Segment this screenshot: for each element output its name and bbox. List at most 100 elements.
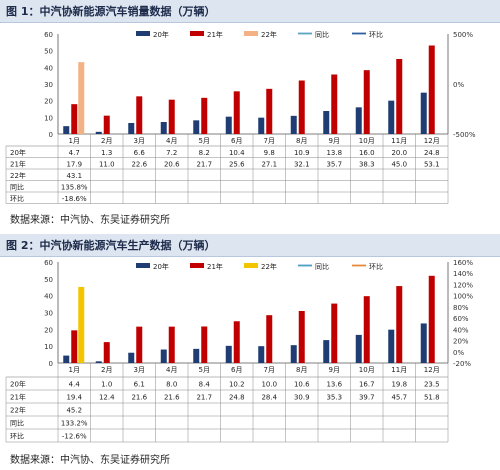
table-cell: 4.4 — [69, 381, 81, 389]
production-chart: 0 10 20 30 40 50 60 160% 140% 120% 100% 80% 60% 40% 20… — [5, 259, 473, 443]
bar-20年 — [323, 340, 330, 363]
y2-tick-label: -20% — [453, 360, 471, 368]
y-tick-label: 20 — [44, 326, 53, 334]
bar-21年 — [71, 330, 78, 363]
table-cell: 17.9 — [66, 160, 82, 168]
bar-20年 — [95, 131, 102, 134]
bar-20年 — [355, 334, 362, 363]
table-cell: 45.7 — [391, 394, 407, 402]
table-cell: 24.8 — [424, 149, 440, 157]
bar-20年 — [258, 117, 265, 134]
x-tick-label: 5月 — [199, 366, 210, 374]
bar-21年 — [201, 97, 208, 134]
bar-20年 — [258, 346, 265, 363]
y2-tick-label: -500% — [453, 131, 476, 139]
y-tick-label: 40 — [44, 293, 53, 301]
bar-21年 — [103, 342, 110, 363]
table-row-header: 同比 — [10, 419, 24, 428]
table-cell: 8.4 — [199, 381, 211, 389]
legend-label: 20年 — [153, 262, 169, 271]
table-row-header: 环比 — [10, 432, 24, 441]
table-cell: 21.7 — [196, 394, 212, 402]
table-cell: 7.2 — [166, 149, 177, 157]
legend-label: 20年 — [153, 30, 169, 39]
table-cell: 10.0 — [261, 381, 277, 389]
x-tick-label: 1月 — [69, 366, 80, 374]
y2-tick-label: 100% — [453, 293, 473, 301]
table-row-header: 环比 — [10, 194, 24, 203]
y-tick-label: 30 — [44, 310, 53, 318]
y2-tick-label: 500% — [453, 31, 473, 39]
y2-tick-label: 0% — [453, 81, 464, 89]
bar-21年 — [168, 326, 175, 363]
legend-swatch — [190, 31, 204, 36]
table-cell: -12.6% — [62, 433, 87, 441]
bar-20年 — [420, 92, 427, 134]
bar-20年 — [355, 107, 362, 134]
table-cell: 38.3 — [359, 160, 375, 168]
table-cell: 25.6 — [229, 160, 245, 168]
bar-20年 — [290, 115, 297, 134]
bar-21年 — [136, 96, 143, 134]
x-tick-label: 8月 — [296, 366, 307, 374]
bar-21年 — [266, 315, 273, 363]
bar-21年 — [428, 275, 435, 363]
table-cell: 30.9 — [294, 394, 310, 402]
table-cell: 19.4 — [66, 394, 82, 402]
table-cell: 10.6 — [294, 381, 310, 389]
y-tick-label: 20 — [44, 98, 53, 106]
bar-21年 — [363, 296, 370, 363]
bar-20年 — [290, 345, 297, 363]
table-cell: 27.1 — [261, 160, 277, 168]
bar-20年 — [160, 349, 167, 363]
table-cell: 12.4 — [99, 394, 115, 402]
table-cell: 8.2 — [199, 149, 210, 157]
bar-20年 — [388, 100, 395, 134]
bar-20年 — [388, 329, 395, 363]
y-tick-label: 40 — [44, 64, 53, 72]
legend-swatch — [136, 31, 150, 36]
bar-21年 — [136, 326, 143, 363]
table-cell: 32.1 — [294, 160, 310, 168]
x-tick-label: 9月 — [329, 137, 340, 145]
bar-21年 — [331, 74, 338, 134]
table-cell: 35.7 — [326, 160, 342, 168]
bar-21年 — [298, 80, 305, 134]
x-tick-label: 3月 — [134, 137, 145, 145]
production-chart-panel: 图 2：中汽协新能源汽车生产数据（万辆） 0 10 20 30 40 50 60 160% 14… — [0, 234, 500, 470]
x-tick-label: 1月 — [69, 137, 80, 145]
x-tick-label: 9月 — [329, 366, 340, 374]
x-tick-label: 4月 — [166, 137, 177, 145]
table-row-header: 20年 — [10, 380, 26, 389]
x-tick-label: 2月 — [101, 366, 112, 374]
bar-20年 — [225, 116, 232, 134]
bar-21年 — [168, 99, 175, 134]
legend-label: 22年 — [261, 30, 277, 39]
legend-label: 环比 — [369, 262, 383, 271]
y-tick-label: 0 — [49, 360, 53, 368]
table-cell: 13.6 — [326, 381, 342, 389]
y2-tick-label: 120% — [453, 281, 473, 289]
legend-label: 环比 — [369, 30, 383, 39]
y2-tick-label: 80% — [453, 304, 469, 312]
table-cell: 10.4 — [229, 149, 245, 157]
bar-20年 — [63, 126, 70, 134]
table-row-header: 21年 — [10, 159, 26, 168]
bar-21年 — [331, 303, 338, 363]
bar-21年 — [266, 88, 273, 134]
legend-label: 21年 — [207, 30, 223, 39]
chart-title: 图 1：中汽协新能源汽车销量数据（万辆） — [6, 5, 216, 18]
table-cell: -18.6% — [62, 195, 87, 203]
y-tick-label: 10 — [44, 114, 53, 122]
y-tick-label: 30 — [44, 81, 53, 89]
bar-21年 — [71, 104, 78, 134]
table-cell: 8.0 — [166, 381, 177, 389]
chart-source: 数据来源：中汽协、东吴证券研究所 — [10, 455, 170, 466]
bar-20年 — [128, 123, 135, 134]
table-row-header: 20年 — [10, 148, 26, 157]
bar-20年 — [128, 352, 135, 363]
y-tick-label: 60 — [44, 31, 53, 39]
table-cell: 1.3 — [101, 149, 112, 157]
legend-swatch — [244, 263, 258, 268]
y2-tick-label: 40% — [453, 326, 469, 334]
